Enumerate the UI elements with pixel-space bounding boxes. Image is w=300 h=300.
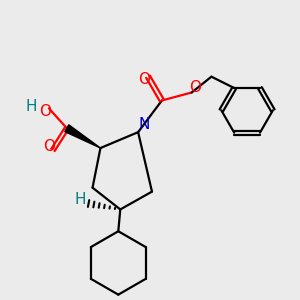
Text: O: O bbox=[39, 104, 51, 119]
Text: O: O bbox=[138, 72, 150, 87]
Text: O: O bbox=[190, 80, 202, 95]
Text: O: O bbox=[43, 139, 55, 154]
Text: H: H bbox=[75, 192, 86, 207]
Text: H: H bbox=[26, 99, 37, 114]
Text: N: N bbox=[138, 117, 150, 132]
Polygon shape bbox=[65, 125, 100, 148]
